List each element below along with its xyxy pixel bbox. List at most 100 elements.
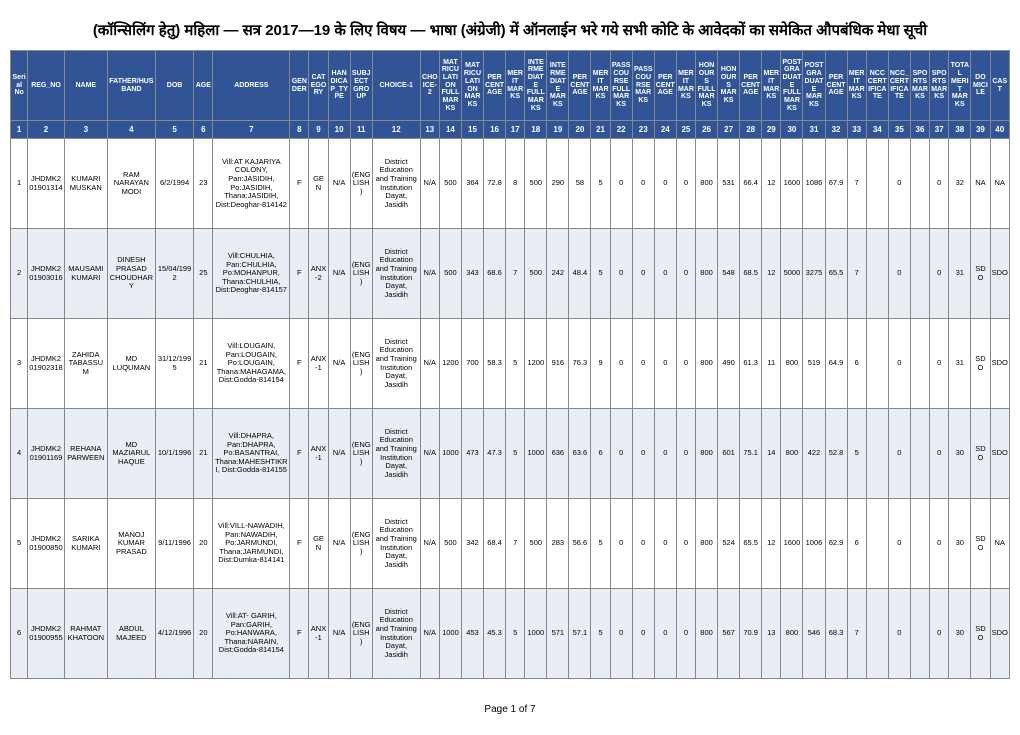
cell-cast: NA — [990, 139, 1009, 229]
cell-sp2: 0 — [930, 409, 949, 499]
cell-pg_pct: 64.9 — [825, 319, 847, 409]
cell-reg: JHDMK201901314 — [28, 139, 64, 229]
cell-ncc2: 0 — [888, 229, 910, 319]
col-header: SPORTS MARKS — [930, 51, 949, 121]
cell-sp2: 0 — [930, 319, 949, 409]
cell-ncc — [866, 139, 888, 229]
cell-m_merit: 8 — [506, 139, 525, 229]
page-title: (कॉन्सिलिंग हेतु) महिला — सत्र 2017—19 क… — [10, 20, 1010, 40]
cell-ncc — [866, 409, 888, 499]
cell-dom: NA — [971, 139, 990, 229]
cell-cat: GEN — [309, 499, 328, 589]
cell-i_pct: 48.4 — [569, 229, 591, 319]
cell-m_pct: 45.3 — [484, 589, 506, 679]
cell-dob: 15/04/1992 — [155, 229, 193, 319]
cell-i_mark: 242 — [547, 229, 569, 319]
cell-p_mark: 0 — [632, 589, 654, 679]
cell-addr: Vill:VILL-NAWADIH, Pan:NAWADIH, Po:JARMU… — [213, 499, 290, 589]
cell-pg_pct: 62.9 — [825, 499, 847, 589]
cell-h_merit: 14 — [762, 409, 781, 499]
cell-reg: JHDMK201901169 — [28, 409, 64, 499]
table-row: 5JHDMK201900850SARIKA KUMARIMANOJ KUMAR … — [11, 499, 1010, 589]
cell-reg: JHDMK201903016 — [28, 229, 64, 319]
cell-sp2: 0 — [930, 139, 949, 229]
cell-h_full: 800 — [696, 229, 718, 319]
cell-m_merit: 5 — [506, 409, 525, 499]
cell-gen: F — [290, 409, 309, 499]
cell-m_full: 500 — [439, 499, 461, 589]
cell-ch1: District Education and Training Institut… — [372, 319, 420, 409]
cell-pg_full: 5000 — [781, 229, 803, 319]
table-row: 6JHDMK201900955RAHMAT KHATOONABDUL MAJEE… — [11, 589, 1010, 679]
cell-p_merit: 0 — [676, 499, 695, 589]
cell-h_mark: 524 — [718, 499, 740, 589]
cell-ncc2: 0 — [888, 139, 910, 229]
col-header: CAST — [990, 51, 1009, 121]
cell-hcap: N/A — [328, 589, 350, 679]
cell-cat: ANX-1 — [309, 589, 328, 679]
cell-reg: JHDMK201900955 — [28, 589, 64, 679]
cell-age: 21 — [194, 409, 213, 499]
cell-age: 23 — [194, 139, 213, 229]
cell-age: 20 — [194, 589, 213, 679]
cell-h_pct: 66.4 — [740, 139, 762, 229]
col-num: 13 — [420, 121, 439, 139]
cell-h_pct: 65.5 — [740, 499, 762, 589]
cell-hcap: N/A — [328, 499, 350, 589]
cell-h_mark: 531 — [718, 139, 740, 229]
cell-dom: SDO — [971, 499, 990, 589]
col-header: PERCENTAGE — [569, 51, 591, 121]
cell-p_pct: 0 — [654, 139, 676, 229]
col-header: PASS COURSE FULL MARKS — [610, 51, 632, 121]
col-num: 10 — [328, 121, 350, 139]
col-header: AGE — [194, 51, 213, 121]
cell-ch1: District Education and Training Institut… — [372, 229, 420, 319]
cell-i_mark: 916 — [547, 319, 569, 409]
cell-m_mark: 342 — [461, 499, 483, 589]
cell-pg_mark: 422 — [803, 409, 825, 499]
col-header: MERIT MARKS — [506, 51, 525, 121]
cell-p_merit: 0 — [676, 409, 695, 499]
cell-p_mark: 0 — [632, 139, 654, 229]
cell-addr: Vill:AT- GARIH, Pan:GARIH, Po:HANWARA, T… — [213, 589, 290, 679]
cell-name: SARIKA KUMARI — [64, 499, 107, 589]
cell-i_mark: 636 — [547, 409, 569, 499]
col-header: NCC CERTIFICATE — [866, 51, 888, 121]
cell-m_pct: 68.4 — [484, 499, 506, 589]
cell-m_mark: 364 — [461, 139, 483, 229]
col-num: 27 — [718, 121, 740, 139]
col-header: INTERMEDIATE MARKS — [547, 51, 569, 121]
cell-m_pct: 58.3 — [484, 319, 506, 409]
col-header: HANDICAP_TYPE — [328, 51, 350, 121]
col-header: NAME — [64, 51, 107, 121]
cell-ch2: N/A — [420, 409, 439, 499]
cell-h_pct: 75.1 — [740, 409, 762, 499]
cell-h_merit: 12 — [762, 229, 781, 319]
cell-pg_pct: 65.5 — [825, 229, 847, 319]
col-header: DOMICILE — [971, 51, 990, 121]
cell-ch2: N/A — [420, 139, 439, 229]
cell-p_pct: 0 — [654, 589, 676, 679]
cell-father: MANOJ KUMAR PRASAD — [107, 499, 155, 589]
cell-ch1: District Education and Training Institut… — [372, 589, 420, 679]
cell-m_full: 1000 — [439, 409, 461, 499]
col-header: PERCENTAGE — [484, 51, 506, 121]
cell-cat: ANX-2 — [309, 229, 328, 319]
cell-m_full: 500 — [439, 229, 461, 319]
cell-i_full: 1000 — [525, 409, 547, 499]
cell-p_mark: 0 — [632, 409, 654, 499]
cell-sp — [910, 229, 929, 319]
cell-reg: JHDMK201900850 — [28, 499, 64, 589]
cell-p_merit: 0 — [676, 589, 695, 679]
cell-h_pct: 68.5 — [740, 229, 762, 319]
cell-ncc2: 0 — [888, 589, 910, 679]
col-header: MATRICULATION MARKS — [461, 51, 483, 121]
cell-serial: 3 — [11, 319, 28, 409]
cell-p_pct: 0 — [654, 229, 676, 319]
table-row: 1JHDMK201901314KUMARI MUSKANRAM NARAYAN … — [11, 139, 1010, 229]
cell-pg_full: 800 — [781, 409, 803, 499]
col-header: MERIT MARKS — [762, 51, 781, 121]
cell-p_mark: 0 — [632, 229, 654, 319]
cell-h_full: 800 — [696, 319, 718, 409]
col-header: MATRICULATION FULL MARKS — [439, 51, 461, 121]
